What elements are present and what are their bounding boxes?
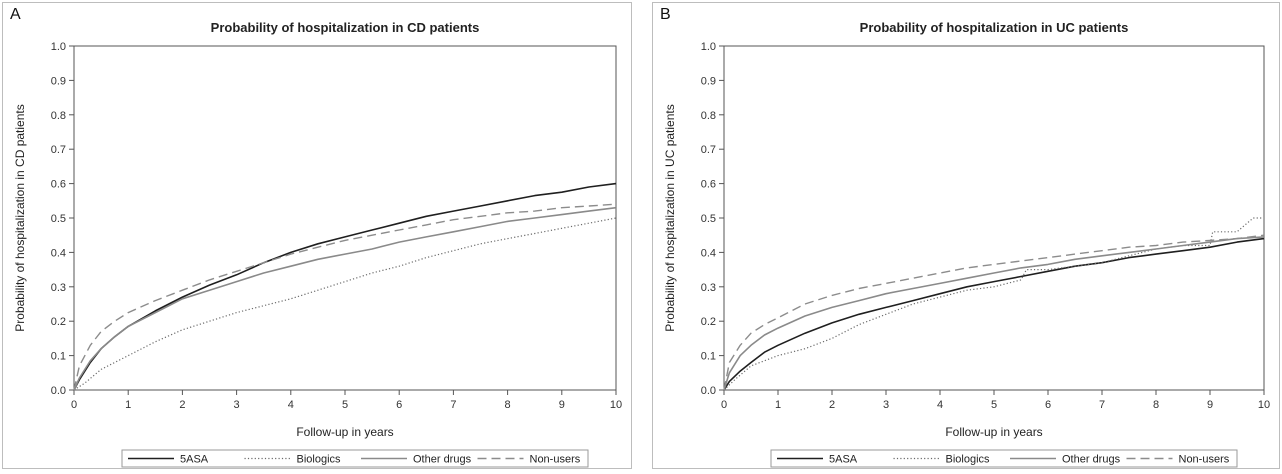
x-tick-label: 7 <box>450 399 456 411</box>
x-tick-label: 1 <box>775 399 781 411</box>
y-tick-label: 0.2 <box>701 316 716 328</box>
y-tick-label: 0.3 <box>701 282 716 294</box>
x-axis-label: Follow-up in years <box>945 425 1042 439</box>
chart-title: Probability of hospitalization in CD pat… <box>211 20 480 35</box>
x-tick-label: 10 <box>1258 399 1270 411</box>
chart-panel-b: B Probability of hospitalization in UC p… <box>652 2 1280 470</box>
series-line-5asa <box>723 237 1265 391</box>
y-tick-label: 0.9 <box>701 75 716 87</box>
x-tick-label: 3 <box>883 399 889 411</box>
y-tick-label: 0.7 <box>51 144 66 156</box>
series-line-5asa <box>73 182 617 391</box>
y-tick-label: 0.9 <box>51 75 66 87</box>
y-tick-label: 0.5 <box>51 213 66 225</box>
chart-panel-a: A Probability of hospitalization in CD p… <box>2 2 632 470</box>
y-tick-label: 1.0 <box>51 41 66 53</box>
y-tick-label: 0.0 <box>51 385 66 397</box>
legend-item-label: Biologics <box>297 454 342 466</box>
x-tick-label: 5 <box>991 399 997 411</box>
y-axis-label: Probability of hospitalization in CD pat… <box>13 104 27 331</box>
panel-label: A <box>10 6 21 23</box>
y-tick-label: 0.7 <box>701 144 716 156</box>
y-tick-label: 0.1 <box>701 351 716 363</box>
x-tick-label: 1 <box>125 399 131 411</box>
x-tick-label: 8 <box>505 399 511 411</box>
x-tick-label: 3 <box>234 399 240 411</box>
chart-svg-a: Probability of hospitalization in CD pat… <box>2 2 632 469</box>
panel-frame <box>2 2 632 469</box>
series-line-biologics <box>73 217 617 391</box>
x-tick-label: 10 <box>610 399 622 411</box>
y-tick-label: 0.1 <box>51 351 66 363</box>
x-tick-label: 0 <box>721 399 727 411</box>
y-tick-label: 0.3 <box>51 282 66 294</box>
y-tick-label: 0.6 <box>51 179 66 191</box>
y-tick-label: 0.5 <box>701 213 716 225</box>
x-tick-label: 4 <box>288 399 294 411</box>
legend-item-label: 5ASA <box>829 454 858 466</box>
y-tick-label: 0.8 <box>701 110 716 122</box>
y-tick-label: 1.0 <box>701 41 716 53</box>
x-tick-label: 6 <box>396 399 402 411</box>
x-axis-label: Follow-up in years <box>296 425 393 439</box>
series-line-biologics <box>723 217 1264 391</box>
series-line-other-drugs <box>73 206 617 391</box>
legend-item-label: Non-users <box>530 454 581 466</box>
panel-frame <box>652 2 1280 469</box>
x-tick-label: 5 <box>342 399 348 411</box>
chart-title: Probability of hospitalization in UC pat… <box>860 20 1129 35</box>
x-tick-label: 4 <box>937 399 943 411</box>
series-line-non-users <box>73 203 617 391</box>
x-tick-label: 0 <box>71 399 77 411</box>
series-line-non-users <box>723 234 1265 391</box>
y-tick-label: 0.6 <box>701 179 716 191</box>
x-tick-label: 9 <box>559 399 565 411</box>
y-axis-label: Probability of hospitalization in UC pat… <box>663 104 677 331</box>
legend-item-label: Non-users <box>1179 454 1230 466</box>
x-tick-label: 9 <box>1207 399 1213 411</box>
x-tick-label: 8 <box>1153 399 1159 411</box>
legend-item-label: Other drugs <box>413 454 472 466</box>
y-tick-label: 0.2 <box>51 316 66 328</box>
legend-item-label: Biologics <box>946 454 991 466</box>
y-tick-label: 0.8 <box>51 110 66 122</box>
legend-box <box>770 449 1238 468</box>
legend-item-label: Other drugs <box>1062 454 1121 466</box>
legend-box <box>121 449 589 468</box>
panel-label: B <box>660 6 671 23</box>
y-tick-label: 0.4 <box>51 247 66 259</box>
x-tick-label: 2 <box>829 399 835 411</box>
y-tick-label: 0.4 <box>701 247 716 259</box>
x-tick-label: 6 <box>1045 399 1051 411</box>
x-tick-label: 7 <box>1099 399 1105 411</box>
series-line-other-drugs <box>723 236 1265 391</box>
chart-svg-b: Probability of hospitalization in UC pat… <box>652 2 1280 469</box>
y-tick-label: 0.0 <box>701 385 716 397</box>
legend-item-label: 5ASA <box>180 454 209 466</box>
x-tick-label: 2 <box>179 399 185 411</box>
plot-area <box>723 45 1265 391</box>
